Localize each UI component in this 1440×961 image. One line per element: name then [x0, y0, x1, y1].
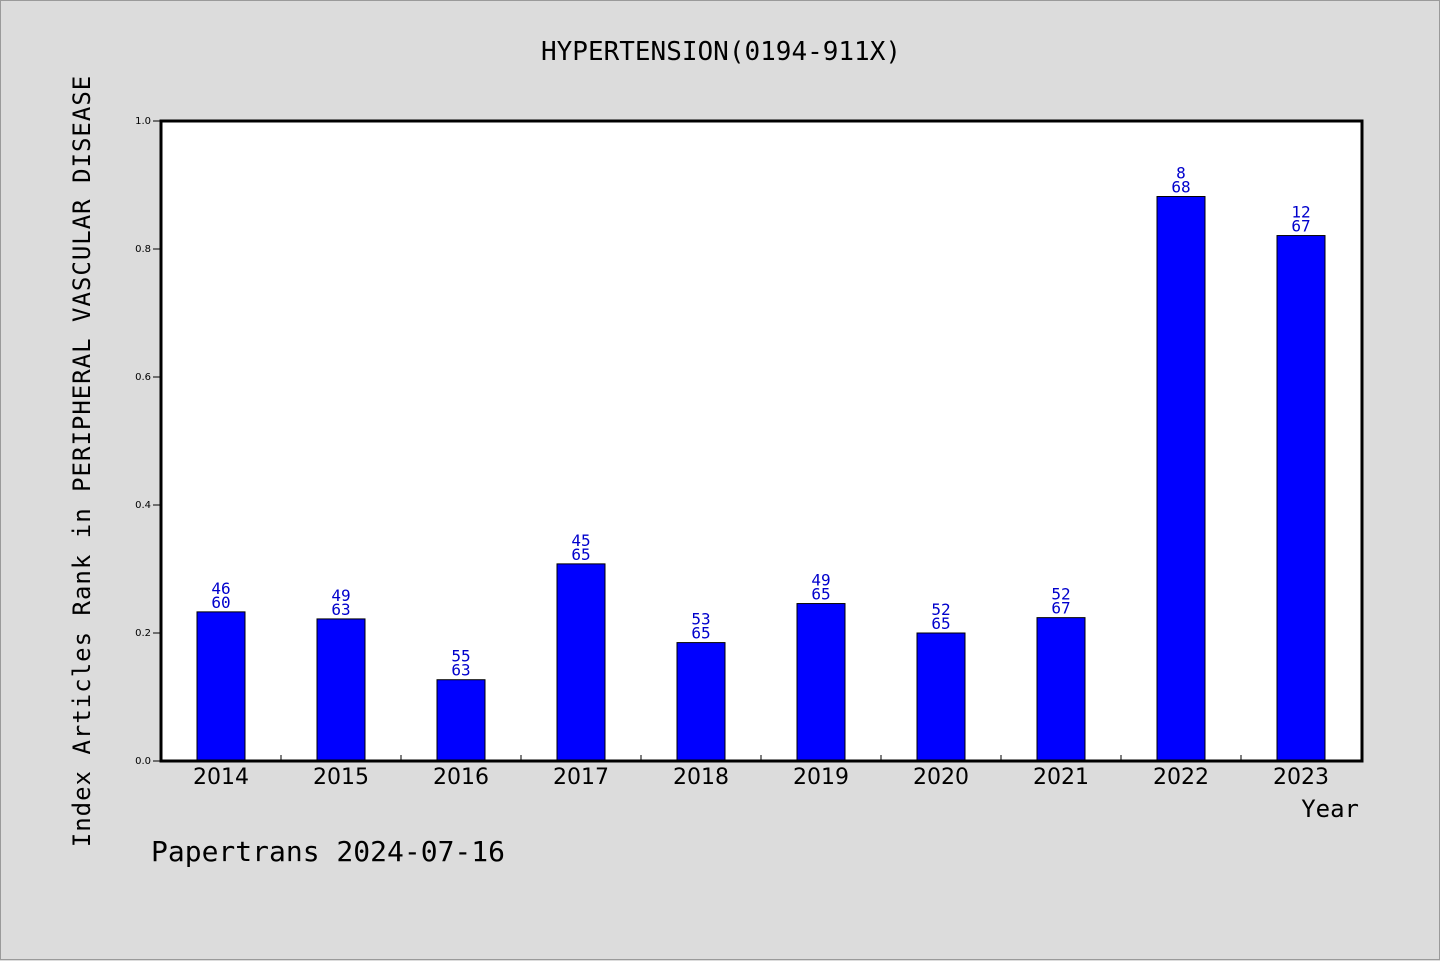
bar [916, 632, 966, 762]
x-tick-label: 2017 [553, 765, 609, 790]
x-axis-label: Year [1301, 795, 1359, 823]
bar-label-rank: 45 [571, 531, 590, 550]
bar [1276, 235, 1326, 762]
x-tick-label: 2022 [1153, 765, 1209, 790]
bar-label-total: 65 [691, 624, 710, 643]
y-tick-label: 0.0 [135, 756, 151, 767]
plot-border [159, 119, 1364, 763]
x-tick-label: 2018 [673, 765, 729, 790]
bar-label-rank: 8 [1176, 164, 1186, 183]
chart-title: HYPERTENSION(0194-911X) [540, 37, 902, 67]
x-tick-label: 2019 [793, 765, 849, 790]
bar-label-rank: 52 [1051, 585, 1070, 604]
bar [436, 679, 486, 762]
bar-label-rank: 49 [811, 571, 830, 590]
bar [1156, 196, 1206, 762]
bar [1036, 617, 1086, 762]
bar [196, 611, 246, 762]
bar-label-total: 65 [571, 545, 590, 564]
x-tick-label: 2021 [1033, 765, 1089, 790]
bar-label-rank: 46 [211, 579, 230, 598]
x-tick-label: 2020 [913, 765, 969, 790]
y-tick-label: 0.8 [135, 244, 151, 255]
y-tick-label: 0.6 [135, 372, 151, 383]
bar-label-rank: 12 [1291, 203, 1310, 222]
y-tick-label: 1.0 [135, 116, 151, 127]
x-tick-label: 2015 [313, 765, 369, 790]
bar [676, 642, 726, 762]
x-tick-label: 2016 [433, 765, 489, 790]
bar-label-total: 65 [931, 614, 950, 633]
x-tick-label: 2014 [193, 765, 249, 790]
bar-label-total: 67 [1291, 217, 1310, 236]
bar-label-rank: 55 [451, 647, 470, 666]
bar-label-rank: 53 [691, 610, 710, 629]
footer-credit: Papertrans 2024-07-16 [151, 835, 506, 868]
bar-label-rank: 52 [931, 600, 950, 619]
bar [316, 618, 366, 762]
bar [796, 603, 846, 762]
y-tick-label: 0.2 [135, 628, 151, 639]
bar-label-total: 68 [1171, 178, 1190, 197]
bar-label-rank: 49 [331, 586, 350, 605]
x-tick-label: 2023 [1273, 765, 1329, 790]
bar-label-total: 60 [211, 593, 230, 612]
bar-label-total: 65 [811, 585, 830, 604]
y-tick-label: 0.4 [135, 500, 151, 511]
bar-label-total: 63 [331, 600, 350, 619]
bar-label-total: 63 [451, 661, 470, 680]
bar [556, 563, 606, 762]
bar-label-total: 67 [1051, 599, 1070, 618]
